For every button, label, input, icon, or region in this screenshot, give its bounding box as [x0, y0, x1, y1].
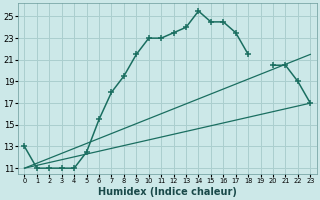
X-axis label: Humidex (Indice chaleur): Humidex (Indice chaleur): [98, 187, 237, 197]
